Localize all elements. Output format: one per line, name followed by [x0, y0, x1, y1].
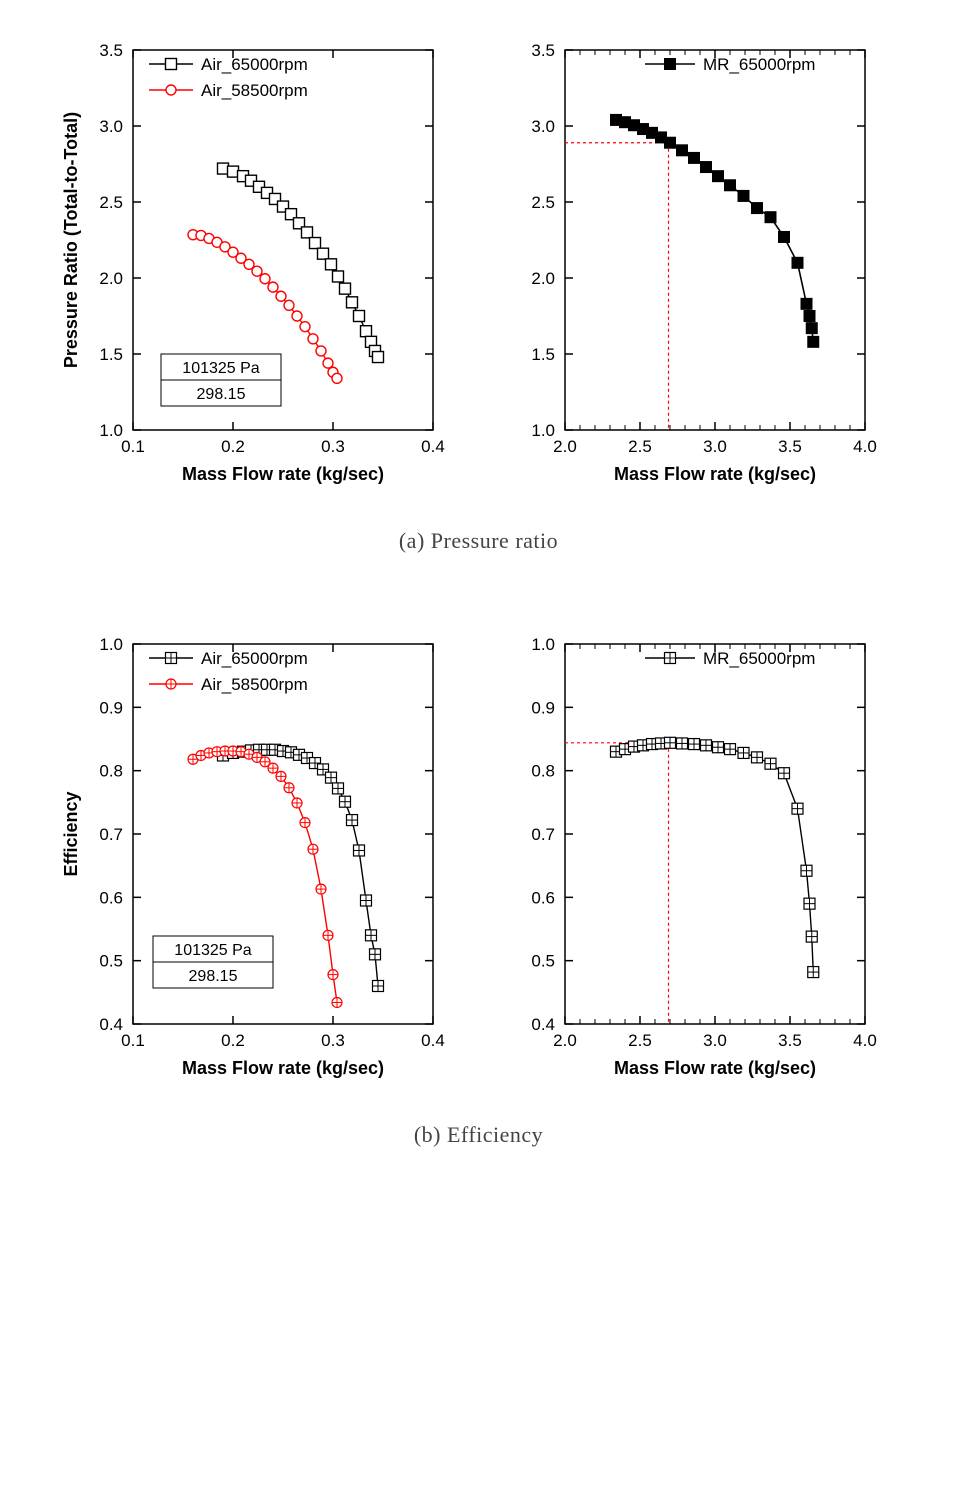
svg-text:3.0: 3.0 [531, 117, 555, 136]
svg-text:0.2: 0.2 [221, 1031, 245, 1050]
svg-text:2.5: 2.5 [628, 437, 652, 456]
panel-b-left: 0.1 0.2 0.3 0.4 0.4 0.5 0.6 0.7 0.8 0.9 1.0 Mass Fl… [43, 614, 463, 1094]
svg-text:0.9: 0.9 [99, 698, 123, 717]
svg-text:0.4: 0.4 [421, 1031, 445, 1050]
svg-text:298.15: 298.15 [196, 386, 245, 403]
svg-text:0.1: 0.1 [121, 1031, 145, 1050]
svg-text:Air_65000rpm: Air_65000rpm [201, 649, 308, 668]
svg-text:3.5: 3.5 [778, 437, 802, 456]
svg-text:0.9: 0.9 [531, 698, 555, 717]
panel-a-left: 0.1 0.2 0.3 0.4 1.0 1.5 2.0 2.5 3.0 3.5 Mass Flow … [43, 20, 463, 500]
chart-svg: 0.1 0.2 0.3 0.4 1.0 1.5 2.0 2.5 3.0 3.5 Mass Flow … [43, 20, 463, 500]
svg-text:MR_65000rpm: MR_65000rpm [703, 649, 815, 668]
svg-text:Pressure Ratio (Total-to-Total: Pressure Ratio (Total-to-Total) [61, 112, 81, 368]
svg-text:1.0: 1.0 [99, 421, 123, 440]
svg-text:3.0: 3.0 [703, 437, 727, 456]
svg-text:1.0: 1.0 [99, 635, 123, 654]
svg-text:0.4: 0.4 [531, 1015, 555, 1034]
svg-text:3.5: 3.5 [778, 1031, 802, 1050]
svg-text:101325 Pa: 101325 Pa [174, 942, 252, 959]
svg-text:0.4: 0.4 [421, 437, 445, 456]
panel-a-right: 2.0 2.5 3.0 3.5 4.0 1.0 1.5 2.0 2.5 3.0 3.5 Mass Fl… [495, 20, 915, 500]
svg-text:0.3: 0.3 [321, 1031, 345, 1050]
svg-text:2.0: 2.0 [531, 269, 555, 288]
svg-text:4.0: 4.0 [853, 437, 877, 456]
svg-text:MR_65000rpm: MR_65000rpm [703, 55, 815, 74]
svg-text:0.5: 0.5 [99, 952, 123, 971]
svg-text:101325 Pa: 101325 Pa [182, 360, 260, 377]
svg-text:1.5: 1.5 [531, 345, 555, 364]
svg-text:3.0: 3.0 [703, 1031, 727, 1050]
panel-row-a: 0.1 0.2 0.3 0.4 1.0 1.5 2.0 2.5 3.0 3.5 Mass Flow … [20, 20, 937, 500]
caption-b: (b) Efficiency [20, 1122, 937, 1148]
svg-text:Mass Flow rate (kg/sec): Mass Flow rate (kg/sec) [613, 1058, 815, 1078]
panel-b-right: 2.0 2.5 3.0 3.5 4.0 0.4 0.5 0.6 0.7 0.8 0.9 1.0 Mass… [495, 614, 915, 1094]
chart-svg: 2.0 2.5 3.0 3.5 4.0 0.4 0.5 0.6 0.7 0.8 0.9 1.0 Mass… [495, 614, 915, 1094]
caption-a: (a) Pressure ratio [20, 528, 937, 554]
svg-text:Mass Flow rate (kg/sec): Mass Flow rate (kg/sec) [181, 1058, 383, 1078]
svg-text:0.3: 0.3 [321, 437, 345, 456]
svg-text:2.0: 2.0 [553, 437, 577, 456]
svg-text:1.5: 1.5 [99, 345, 123, 364]
svg-text:Mass Flow rate (kg/sec): Mass Flow rate (kg/sec) [613, 464, 815, 484]
svg-text:3.0: 3.0 [99, 117, 123, 136]
svg-text:0.6: 0.6 [99, 888, 123, 907]
svg-text:3.5: 3.5 [531, 41, 555, 60]
svg-text:2.5: 2.5 [99, 193, 123, 212]
chart-svg: 0.1 0.2 0.3 0.4 0.4 0.5 0.6 0.7 0.8 0.9 1.0 Mass Fl… [43, 614, 463, 1094]
figure-a: 0.1 0.2 0.3 0.4 1.0 1.5 2.0 2.5 3.0 3.5 Mass Flow … [20, 20, 937, 554]
svg-text:0.6: 0.6 [531, 888, 555, 907]
svg-text:Mass Flow rate (kg/sec): Mass Flow rate (kg/sec) [181, 464, 383, 484]
svg-text:2.5: 2.5 [531, 193, 555, 212]
figure-b: 0.1 0.2 0.3 0.4 0.4 0.5 0.6 0.7 0.8 0.9 1.0 Mass Fl… [20, 614, 937, 1148]
svg-text:2.0: 2.0 [553, 1031, 577, 1050]
svg-text:Air_65000rpm: Air_65000rpm [201, 55, 308, 74]
svg-text:0.5: 0.5 [531, 952, 555, 971]
svg-text:4.0: 4.0 [853, 1031, 877, 1050]
svg-text:2.5: 2.5 [628, 1031, 652, 1050]
svg-text:2.0: 2.0 [99, 269, 123, 288]
svg-text:0.7: 0.7 [531, 825, 555, 844]
panel-row-b: 0.1 0.2 0.3 0.4 0.4 0.5 0.6 0.7 0.8 0.9 1.0 Mass Fl… [20, 614, 937, 1094]
svg-text:1.0: 1.0 [531, 635, 555, 654]
svg-text:3.5: 3.5 [99, 41, 123, 60]
svg-text:0.4: 0.4 [99, 1015, 123, 1034]
svg-text:0.1: 0.1 [121, 437, 145, 456]
svg-text:1.0: 1.0 [531, 421, 555, 440]
svg-text:Air_58500rpm: Air_58500rpm [201, 675, 308, 694]
svg-text:298.15: 298.15 [188, 968, 237, 985]
svg-text:Efficiency: Efficiency [61, 791, 81, 876]
svg-text:Air_58500rpm: Air_58500rpm [201, 81, 308, 100]
svg-text:0.8: 0.8 [99, 762, 123, 781]
chart-svg: 2.0 2.5 3.0 3.5 4.0 1.0 1.5 2.0 2.5 3.0 3.5 Mass Fl… [495, 20, 915, 500]
svg-text:0.8: 0.8 [531, 762, 555, 781]
svg-text:0.7: 0.7 [99, 825, 123, 844]
svg-text:0.2: 0.2 [221, 437, 245, 456]
